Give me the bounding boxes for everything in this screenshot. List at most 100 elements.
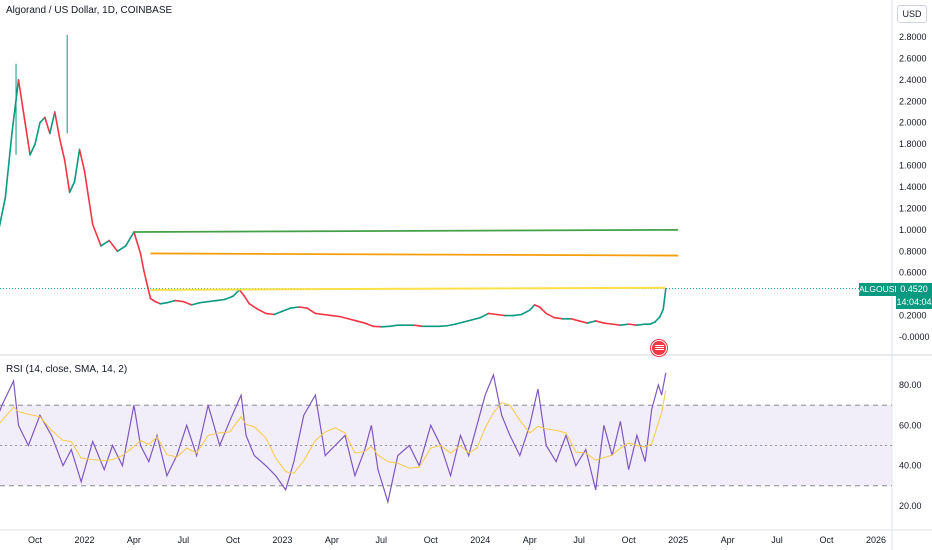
price-segment xyxy=(207,299,218,303)
orange-trendline xyxy=(150,252,679,257)
price-segment xyxy=(63,159,71,194)
price-segment xyxy=(314,312,325,316)
rsi-tick-label: 20.00 xyxy=(899,501,922,511)
yellow-trendline xyxy=(150,286,665,291)
price-segment xyxy=(438,324,449,328)
price-segment xyxy=(553,316,564,320)
price-segment xyxy=(223,295,234,301)
price-segment xyxy=(413,324,424,328)
time-x-axis: Oct 2022 Apr Jul Oct 2023 Apr Jul Oct 2024 Apr Jul O… xyxy=(28,535,886,545)
price-segment xyxy=(603,322,613,325)
price-segment xyxy=(91,223,102,247)
price-segment xyxy=(11,79,20,135)
time-tick-label: Oct xyxy=(28,535,43,545)
time-tick-label: Apr xyxy=(127,535,141,545)
rsi-y-axis: 20.00 40.00 60.00 80.00 xyxy=(899,380,922,511)
price-segment xyxy=(454,321,465,325)
rsi-tick-label: 40.00 xyxy=(899,461,922,471)
price-tick-label: 0.2000 xyxy=(899,311,927,321)
price-segment xyxy=(139,252,145,272)
price-segment xyxy=(68,180,76,194)
currency-selector[interactable]: USD xyxy=(897,5,927,23)
price-segment xyxy=(364,322,374,328)
price-segment xyxy=(174,299,185,303)
price-segment xyxy=(78,148,86,172)
rsi-indicator-label[interactable]: RSI (14, close, SMA, 14, 2) xyxy=(6,364,128,375)
price-segment xyxy=(232,289,241,298)
price-segment xyxy=(495,313,506,317)
price-segment xyxy=(256,308,267,315)
price-segment xyxy=(182,300,193,306)
price-segment xyxy=(347,317,358,322)
price-segment xyxy=(0,196,7,228)
price-segment xyxy=(149,297,157,303)
price-segment xyxy=(238,289,246,298)
price-y-axis: -0.00000.20000.40000.60000.80001.00001.2… xyxy=(899,32,930,342)
price-segment xyxy=(355,320,366,324)
price-segment xyxy=(322,313,333,317)
time-tick-label: 2023 xyxy=(272,535,292,545)
price-segment xyxy=(388,324,399,328)
rsi-series xyxy=(0,372,667,505)
price-tick-label: 1.4000 xyxy=(899,182,927,192)
time-tick-label: Oct xyxy=(622,535,637,545)
price-segment xyxy=(190,301,201,306)
price-segment xyxy=(199,300,209,304)
rsi-tick-label: 80.00 xyxy=(899,380,922,390)
time-tick-label: 2025 xyxy=(668,535,688,545)
price-tick-label: -0.0000 xyxy=(899,332,930,342)
bar-countdown: 14:04:04 xyxy=(896,297,932,307)
trendlines xyxy=(133,228,679,291)
price-tick-label: 0.6000 xyxy=(899,268,927,278)
price-tick-label: 1.2000 xyxy=(899,203,927,213)
price-segment xyxy=(289,306,300,309)
price-segment xyxy=(636,323,646,327)
green-trendline xyxy=(133,228,679,233)
price-segment xyxy=(154,300,162,305)
price-segment xyxy=(594,320,605,324)
price-segment xyxy=(306,307,317,315)
time-tick-label: 2022 xyxy=(74,535,94,545)
price-segment xyxy=(545,312,556,319)
price-segment xyxy=(533,304,541,308)
price-segment xyxy=(578,320,589,324)
time-tick-label: Jul xyxy=(376,535,388,545)
price-segment xyxy=(627,323,638,327)
time-tick-label: Apr xyxy=(325,535,339,545)
time-tick-label: Oct xyxy=(820,535,835,545)
time-tick-label: Jul xyxy=(771,535,783,545)
price-series xyxy=(0,34,892,328)
price-tick-label: 2.4000 xyxy=(899,75,927,85)
price-segment xyxy=(281,307,292,313)
price-segment xyxy=(136,241,142,255)
price-segment xyxy=(462,319,473,323)
price-tick-label: 2.8000 xyxy=(899,32,927,42)
price-segment xyxy=(215,298,226,302)
price-tick-label: 2.2000 xyxy=(899,96,927,106)
price-tick-label: 2.6000 xyxy=(899,53,927,63)
price-segment xyxy=(471,316,482,321)
last-price-value: 0.4520 xyxy=(900,284,928,294)
price-segment xyxy=(133,231,139,244)
price-segment xyxy=(298,306,308,309)
price-segment xyxy=(372,325,383,328)
price-segment xyxy=(654,315,661,323)
price-segment xyxy=(570,317,580,322)
price-segment xyxy=(446,323,457,327)
rsi-line xyxy=(0,372,667,505)
us-flag-event-icon[interactable] xyxy=(651,340,667,356)
time-tick-label: 2024 xyxy=(470,535,490,545)
chart-title: Algorand / US Dollar, 1D, COINBASE xyxy=(6,5,173,16)
price-tick-label: 1.8000 xyxy=(899,139,927,149)
price-tick-label: 1.0000 xyxy=(899,225,927,235)
price-segment xyxy=(528,304,536,312)
price-segment xyxy=(538,306,547,315)
price-segment xyxy=(108,239,119,253)
price-segment xyxy=(44,116,51,135)
price-segment xyxy=(243,295,251,305)
price-segment xyxy=(619,323,630,327)
price-segment xyxy=(24,121,31,156)
price-segment xyxy=(143,269,152,300)
price-segment xyxy=(512,313,523,317)
price-tick-label: 2.0000 xyxy=(899,118,927,128)
